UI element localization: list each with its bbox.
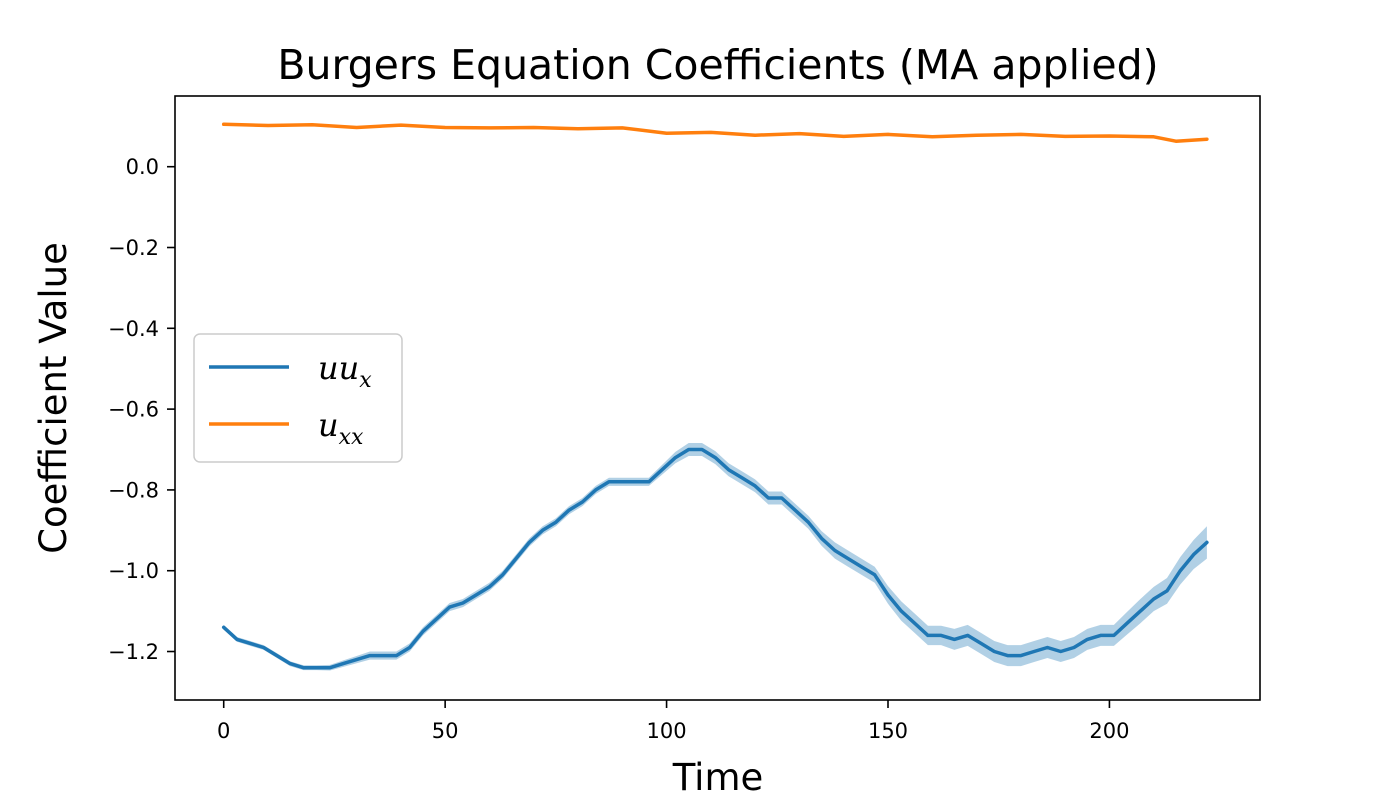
legend-label-uux: uux: [318, 349, 372, 393]
y-tick-label: −0.2: [108, 236, 159, 260]
x-tick-label: 100: [647, 719, 687, 743]
series-uux-line: [221, 447, 1209, 670]
x-axis-label: Time: [672, 756, 764, 799]
y-axis: 0.0 −0.2 −0.4 −0.6 −0.8 −1.0 −1.2: [108, 155, 175, 664]
legend-label-uxx-subscript: xx: [339, 425, 364, 450]
chart-title: Burgers Equation Coefficients (MA applie…: [277, 41, 1158, 89]
x-tick-label: 0: [217, 719, 230, 743]
y-tick-label: −0.4: [108, 317, 159, 341]
x-tick-label: 50: [432, 719, 459, 743]
legend-label-uux-base: uu: [318, 349, 359, 387]
y-tick-label: −0.6: [108, 398, 159, 422]
y-axis-label: Coefficient Value: [32, 242, 75, 554]
y-tick-label: −1.2: [108, 640, 159, 664]
legend-box: [193, 333, 403, 463]
x-axis: 0 50 100 150 200: [217, 700, 1129, 743]
series-uxx-line: [221, 122, 1209, 143]
y-tick-label: 0.0: [126, 155, 159, 179]
legend-label-uxx-base: u: [318, 406, 339, 444]
y-tick-label: −1.0: [108, 559, 159, 583]
plot-frame: [174, 95, 1261, 701]
x-tick-label: 150: [868, 719, 908, 743]
y-tick-label: −0.8: [108, 478, 159, 502]
x-tick-label: 200: [1089, 719, 1129, 743]
legend-label-uxx: uxx: [318, 406, 364, 450]
plot-area: [221, 122, 1209, 671]
legend: uux uxx: [193, 333, 403, 463]
legend-label-uux-subscript: x: [359, 368, 372, 393]
series-uux-confidence-band: [223, 443, 1207, 671]
